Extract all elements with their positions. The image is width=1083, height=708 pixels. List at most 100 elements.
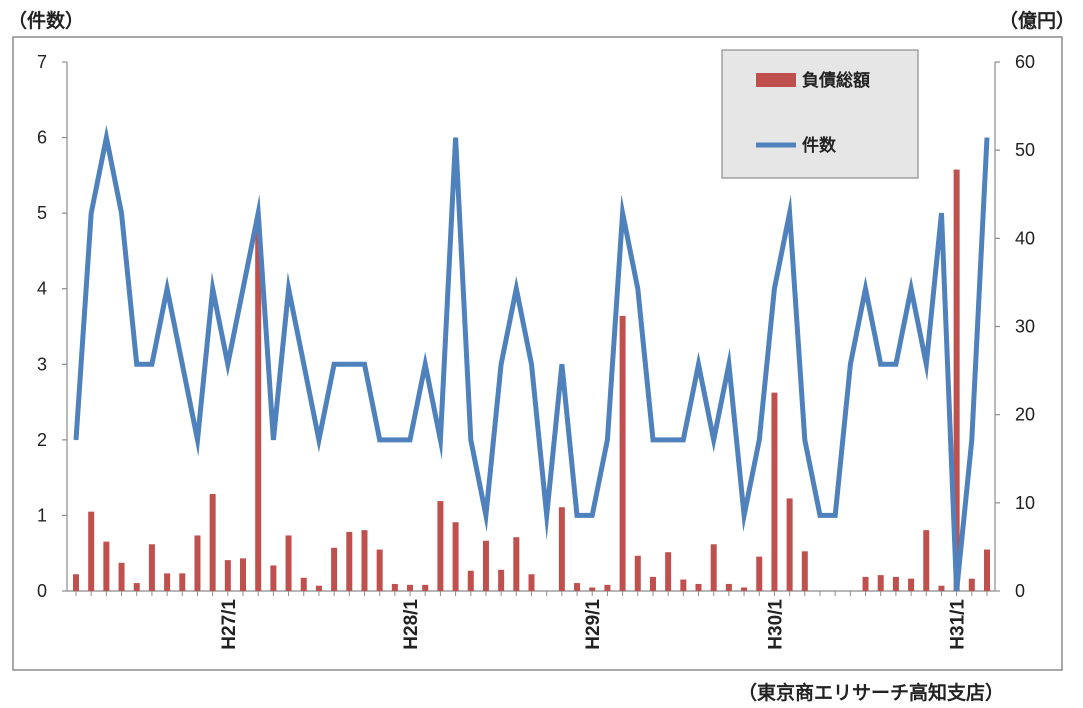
x-tick-label: H31/1 [948, 599, 969, 650]
right-tick-label: 60 [1015, 52, 1035, 72]
line-point [834, 514, 836, 516]
line-point [971, 439, 973, 441]
left-axis-title: （件数） [8, 9, 84, 32]
line-point [455, 137, 457, 139]
left-tick-label: 5 [37, 203, 47, 223]
line-point [865, 288, 867, 290]
right-tick-label: 10 [1015, 493, 1035, 513]
left-tick-label: 3 [37, 354, 47, 374]
right-tick-label: 30 [1015, 317, 1035, 337]
bar [88, 511, 95, 591]
right-axis-title: （億円） [999, 9, 1075, 32]
bar [285, 535, 292, 591]
line-point [212, 288, 214, 290]
line-point [151, 363, 153, 365]
line-point [956, 590, 958, 592]
bar [984, 549, 990, 591]
line-point [303, 363, 305, 365]
bar [968, 578, 975, 591]
bar [482, 540, 489, 591]
line-point [75, 439, 77, 441]
bar [634, 555, 641, 591]
line-point [743, 514, 745, 516]
bar [73, 574, 79, 591]
bar [133, 583, 140, 591]
line-point [773, 288, 775, 290]
bar [103, 541, 110, 591]
line-point [652, 439, 654, 441]
bar [255, 220, 262, 591]
line-point [439, 439, 441, 441]
bar [498, 569, 505, 591]
right-tick-label: 40 [1015, 228, 1035, 248]
line-point [166, 288, 168, 290]
line-point [470, 439, 472, 441]
line-point [622, 212, 624, 214]
bar [741, 587, 748, 591]
bar [528, 574, 535, 591]
line-point [925, 363, 927, 365]
bar [179, 573, 186, 591]
legend-box [721, 49, 919, 179]
bar [407, 584, 414, 591]
line-point [257, 212, 259, 214]
line-point [880, 363, 882, 365]
bar [619, 315, 626, 591]
bar [953, 169, 960, 591]
left-tick-label: 6 [37, 128, 47, 148]
bar [725, 583, 732, 591]
legend-label-bar: 負債総額 [802, 70, 870, 91]
bar [331, 547, 338, 591]
line-point [242, 288, 244, 290]
bar [908, 578, 915, 591]
line-point [136, 363, 138, 365]
line-point [546, 514, 548, 516]
line-point [667, 439, 669, 441]
line-point [196, 439, 198, 441]
line-point [561, 363, 563, 365]
bar [680, 579, 687, 591]
line-point [591, 514, 593, 516]
line-point [940, 212, 942, 214]
line-point [606, 439, 608, 441]
bar [710, 544, 717, 591]
bar [209, 494, 216, 591]
source-note: （東京商エリサーチ高知支店） [738, 681, 1004, 704]
bar [300, 577, 307, 591]
bar [558, 507, 565, 591]
line-point [515, 288, 517, 290]
bar [224, 560, 231, 591]
legend-label-line: 件数 [802, 135, 837, 156]
bar [604, 584, 611, 591]
line-point [227, 363, 229, 365]
line-point [424, 363, 426, 365]
line-point [698, 363, 700, 365]
bar [771, 392, 778, 591]
bar [164, 573, 171, 591]
x-tick-label: H28/1 [401, 599, 422, 650]
line-point [500, 363, 502, 365]
line-point [804, 439, 806, 441]
bar [467, 570, 474, 591]
line-point [105, 137, 107, 139]
line-point [363, 363, 365, 365]
line-point [758, 439, 760, 441]
left-tick-label: 7 [37, 52, 47, 72]
bar [148, 544, 155, 591]
left-tick-label: 0 [37, 581, 47, 601]
line-point [379, 439, 381, 441]
bar [422, 584, 429, 591]
bar [240, 558, 247, 591]
bar [513, 537, 520, 591]
left-tick-label: 4 [37, 279, 47, 299]
line-point [728, 363, 730, 365]
line-point [986, 137, 988, 139]
right-tick-label: 50 [1015, 140, 1035, 160]
line-point [348, 363, 350, 365]
line-series [73, 124, 990, 592]
line-point [90, 212, 92, 214]
bar [452, 522, 459, 591]
line-point [288, 288, 290, 290]
line-point [181, 363, 183, 365]
